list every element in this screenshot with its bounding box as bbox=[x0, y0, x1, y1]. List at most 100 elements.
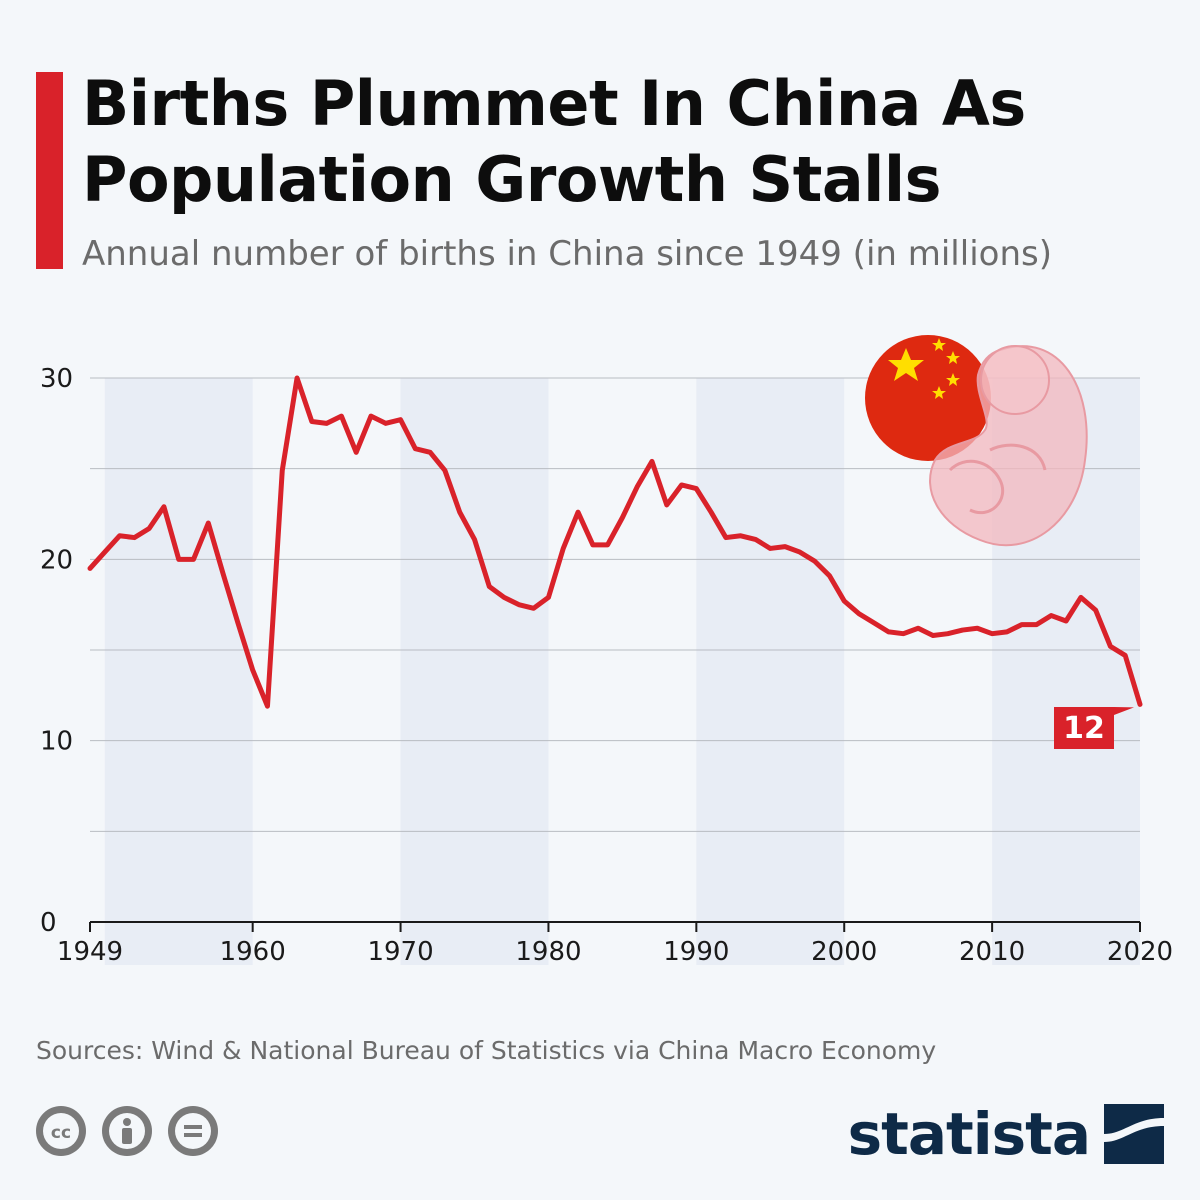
data-point bbox=[900, 631, 906, 637]
decade-band bbox=[104, 378, 253, 965]
x-tick-label: 1990 bbox=[663, 937, 729, 967]
data-point bbox=[841, 598, 847, 604]
data-point bbox=[1122, 652, 1128, 658]
data-point bbox=[191, 556, 197, 562]
data-point bbox=[383, 420, 389, 426]
y-tick-label: 0 bbox=[40, 908, 57, 938]
flag-small-star bbox=[946, 373, 960, 386]
data-point bbox=[1019, 622, 1025, 628]
fetus-head bbox=[980, 345, 1050, 415]
data-point bbox=[989, 631, 995, 637]
callout-label: 12 bbox=[1063, 711, 1105, 746]
data-point bbox=[309, 419, 315, 425]
page-title: Births Plummet In China As Population Gr… bbox=[82, 67, 1026, 217]
x-tick-label: 1970 bbox=[367, 937, 433, 967]
data-point bbox=[782, 544, 788, 550]
data-point bbox=[472, 536, 478, 542]
y-tick-label: 10 bbox=[40, 727, 73, 757]
data-point bbox=[649, 458, 655, 464]
data-point bbox=[738, 533, 744, 539]
page-subtitle: Annual number of births in China since 1… bbox=[82, 234, 1052, 274]
data-point bbox=[1033, 622, 1039, 628]
data-point bbox=[605, 542, 611, 548]
no-derivatives-icon[interactable] bbox=[168, 1106, 218, 1156]
last-value-callout: 12 bbox=[1054, 707, 1134, 749]
statista-logo[interactable]: statista bbox=[848, 1100, 1164, 1168]
data-point bbox=[1078, 594, 1084, 600]
data-point bbox=[457, 509, 463, 515]
fetus-arm bbox=[989, 443, 1047, 471]
data-point bbox=[826, 573, 832, 579]
data-point bbox=[353, 449, 359, 455]
y-axis-ticks: 0 10 20 30 bbox=[40, 364, 73, 938]
data-point bbox=[442, 467, 448, 473]
data-point bbox=[1107, 643, 1113, 649]
data-point bbox=[516, 602, 522, 608]
cc-icon[interactable]: cc bbox=[36, 1106, 86, 1156]
data-point bbox=[812, 558, 818, 564]
x-tick-label: 1949 bbox=[57, 937, 123, 967]
data-point bbox=[531, 605, 537, 611]
data-point bbox=[723, 535, 729, 541]
data-point bbox=[575, 509, 581, 515]
x-tick-label: 1960 bbox=[220, 937, 286, 967]
data-point bbox=[1004, 629, 1010, 635]
data-point bbox=[486, 584, 492, 590]
data-point bbox=[235, 620, 241, 626]
svg-text:cc: cc bbox=[51, 1123, 71, 1143]
data-point bbox=[1063, 618, 1069, 624]
data-point bbox=[294, 375, 300, 381]
data-point bbox=[590, 542, 596, 548]
brand-wordmark: statista bbox=[847, 1100, 1091, 1168]
x-tick-label: 2020 bbox=[1107, 937, 1173, 967]
data-point bbox=[161, 504, 167, 510]
fetus-limb bbox=[948, 459, 1005, 515]
data-point bbox=[1137, 701, 1143, 707]
data-point bbox=[634, 484, 640, 490]
flag-big-star bbox=[888, 348, 924, 381]
data-point bbox=[131, 535, 137, 541]
x-tick-label: 1980 bbox=[515, 937, 581, 967]
decade-bands bbox=[104, 378, 1140, 965]
data-point bbox=[945, 631, 951, 637]
data-point bbox=[664, 502, 670, 508]
data-point bbox=[279, 467, 285, 473]
data-point bbox=[856, 611, 862, 617]
data-point bbox=[871, 620, 877, 626]
decade-band bbox=[400, 378, 549, 965]
gridlines bbox=[90, 377, 1140, 923]
x-tick-label: 2000 bbox=[811, 937, 877, 967]
data-point bbox=[752, 536, 758, 542]
births-line bbox=[87, 375, 1143, 709]
decade-band bbox=[696, 378, 845, 965]
data-point bbox=[264, 703, 270, 709]
data-point bbox=[619, 515, 625, 521]
data-point bbox=[117, 533, 123, 539]
data-point bbox=[205, 520, 211, 526]
data-point bbox=[102, 549, 108, 555]
attribution-icon[interactable] bbox=[102, 1106, 152, 1156]
license-icons: cc bbox=[36, 1106, 218, 1156]
data-point bbox=[87, 565, 93, 571]
data-point bbox=[427, 449, 433, 455]
data-point bbox=[146, 526, 152, 532]
callout-shape bbox=[1054, 707, 1134, 749]
data-point bbox=[915, 625, 921, 631]
data-point bbox=[960, 627, 966, 633]
y-tick-label: 30 bbox=[40, 364, 73, 394]
data-point bbox=[767, 545, 773, 551]
data-point bbox=[1048, 613, 1054, 619]
flag-small-star bbox=[932, 338, 946, 351]
data-point bbox=[398, 417, 404, 423]
data-point bbox=[886, 629, 892, 635]
accent-bar bbox=[36, 72, 63, 269]
data-point bbox=[974, 625, 980, 631]
data-point bbox=[176, 556, 182, 562]
statista-mark-icon bbox=[1104, 1104, 1164, 1164]
line-chart: 0 10 20 30 1949 1960 1970 1980 1990 2000 2010 2020… bbox=[40, 335, 1173, 967]
data-point bbox=[708, 509, 714, 515]
flag-small-star bbox=[946, 351, 960, 364]
data-point bbox=[368, 413, 374, 419]
data-point bbox=[930, 632, 936, 638]
data-point bbox=[797, 549, 803, 555]
